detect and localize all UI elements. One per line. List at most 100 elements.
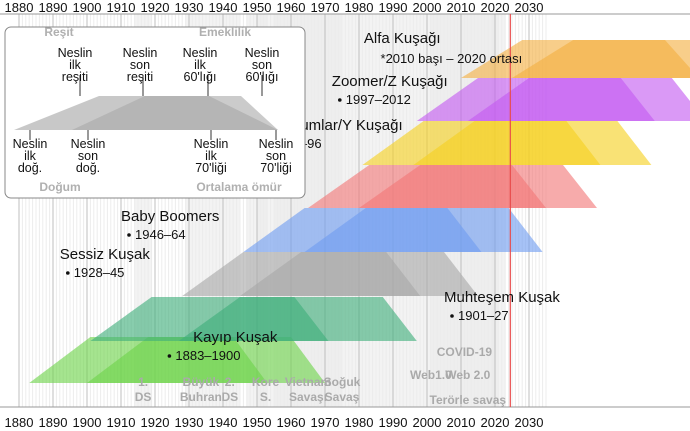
- legend-label-bottom: son: [266, 149, 286, 163]
- generation-band-last: [304, 208, 543, 252]
- year-label-top: 2000: [413, 0, 442, 15]
- legend-top-left: Reşit: [44, 25, 73, 39]
- generation-span: 1901–27: [458, 308, 509, 323]
- generation-name: Kayıp Kuşak: [193, 329, 278, 346]
- year-label-bottom: 2000: [413, 415, 442, 430]
- year-label-bottom: 1980: [345, 415, 374, 430]
- generation-band-last: [413, 121, 652, 165]
- year-label-top: 1930: [175, 0, 204, 15]
- year-label-top: 1900: [73, 0, 102, 15]
- legend-label-bottom: ilk: [205, 149, 218, 163]
- legend-bottom-right: Ortalama ömür: [196, 180, 282, 194]
- birth-dot: [66, 271, 70, 275]
- birth-dot: [338, 98, 342, 102]
- year-label-bottom: 1900: [73, 415, 102, 430]
- event-label-vietnam: Vietnam: [285, 375, 331, 389]
- event-label-terror: Terörle savaş: [430, 393, 507, 407]
- event-label-ww1: DS: [135, 390, 152, 404]
- legend-top-right: Emeklilik: [199, 25, 251, 39]
- event-label-ww2: 2.: [225, 375, 235, 389]
- year-label-top: 1980: [345, 0, 374, 15]
- legend-label-top: Neslin: [245, 46, 280, 60]
- birth-dot: [127, 233, 131, 237]
- event-label-coldwar: Savaş: [325, 390, 360, 404]
- year-label-bottom: 1890: [39, 415, 68, 430]
- legend-box: Reşit EmeklilikNeslinilkreşitiNeslinsonre…: [4, 25, 306, 199]
- year-label-bottom: 1960: [277, 415, 306, 430]
- legend-label-top: ilk: [194, 58, 207, 72]
- generation-name: Zoomer/Z Kuşağı: [332, 73, 448, 90]
- year-label-top: 1960: [277, 0, 306, 15]
- year-label-bottom: 1920: [141, 415, 170, 430]
- legend-label-bottom: Neslin: [259, 137, 294, 151]
- generation-note: *2010 başı – 2020 ortası: [381, 51, 523, 66]
- event-label-covid: COVID-19: [437, 345, 493, 359]
- generation-name: Muhteşem Kuşak: [444, 289, 560, 306]
- legend-label-top: ilk: [69, 58, 82, 72]
- generation-span: 1946–64: [135, 227, 186, 242]
- legend-label-bottom: ilk: [24, 149, 37, 163]
- event-label-korea: Kore: [252, 375, 280, 389]
- year-label-bottom: 2020: [481, 415, 510, 430]
- legend-label-bottom: Neslin: [13, 137, 48, 151]
- year-label-bottom: 1950: [243, 415, 272, 430]
- generation-band-last: [178, 297, 417, 341]
- legend-label-top: Neslin: [123, 46, 158, 60]
- generation-bands: [29, 40, 690, 383]
- legend-label-bottom: Neslin: [71, 137, 106, 151]
- legend-label-top: 60'lığı: [246, 70, 279, 84]
- legend-label-bottom: 70'liği: [260, 161, 292, 175]
- generation-span: 1883–1900: [175, 348, 240, 363]
- legend-label-bottom: Neslin: [194, 137, 229, 151]
- year-label-bottom: 2030: [515, 415, 544, 430]
- year-label-top: 1990: [379, 0, 408, 15]
- generation-span: 1928–45: [74, 265, 125, 280]
- birth-dot: [450, 314, 454, 318]
- legend-label-top: 60'lığı: [184, 70, 217, 84]
- legend-label-top: son: [252, 58, 272, 72]
- generation-band-last: [87, 337, 325, 383]
- event-label-korea: S.: [260, 390, 271, 404]
- generation-span: 1997–2012: [346, 92, 411, 107]
- year-label-bottom: 1990: [379, 415, 408, 430]
- legend-label-top: reşiti: [127, 70, 153, 84]
- generation-labels: Kayıp Kuşak 1883–1900 Muhteşem Kuşak 1901–2…: [60, 30, 561, 363]
- generation-band-last: [240, 252, 478, 296]
- legend-label-bottom: doğ.: [18, 161, 42, 175]
- year-label-top: 1950: [243, 0, 272, 15]
- legend-label-top: reşiti: [62, 70, 88, 84]
- legend-label-bottom: doğ.: [76, 161, 100, 175]
- year-label-bottom: 2010: [447, 415, 476, 430]
- birth-dot: [167, 354, 172, 358]
- generation-band-last: [467, 78, 690, 121]
- year-label-top: 1910: [107, 0, 136, 15]
- year-label-top: 1940: [209, 0, 238, 15]
- legend-label-bottom: son: [78, 149, 98, 163]
- legend-label-top: Neslin: [58, 46, 93, 60]
- event-label-web1: Web1.0: [410, 368, 452, 382]
- year-label-bottom: 1910: [107, 415, 136, 430]
- year-label-bottom: 1880: [5, 415, 34, 430]
- year-label-bottom: 1940: [209, 415, 238, 430]
- year-label-top: 1880: [5, 0, 34, 15]
- year-label-top: 2030: [515, 0, 544, 15]
- legend-label-top: son: [130, 58, 150, 72]
- year-label-top: 2020: [481, 0, 510, 15]
- legend-label-top: Neslin: [183, 46, 218, 60]
- generation-name: Baby Boomers: [121, 208, 219, 225]
- year-label-bottom: 1930: [175, 415, 204, 430]
- event-label-ww1: 1.: [138, 375, 148, 389]
- legend-bottom-left: Doğum: [39, 180, 80, 194]
- event-label-ww2: DS: [221, 390, 238, 404]
- legend-band-last: [72, 96, 278, 130]
- generation-name: Sessiz Kuşak: [60, 246, 151, 263]
- year-label-top: 1970: [311, 0, 340, 15]
- year-label-top: 1890: [39, 0, 68, 15]
- event-label-web2: Web 2.0: [445, 368, 490, 382]
- generation-band-last: [359, 165, 597, 208]
- event-label-coldwar: Soğuk: [324, 375, 361, 389]
- generation-name: Alfa Kuşağı: [364, 30, 441, 47]
- generation-band-last: [512, 40, 690, 78]
